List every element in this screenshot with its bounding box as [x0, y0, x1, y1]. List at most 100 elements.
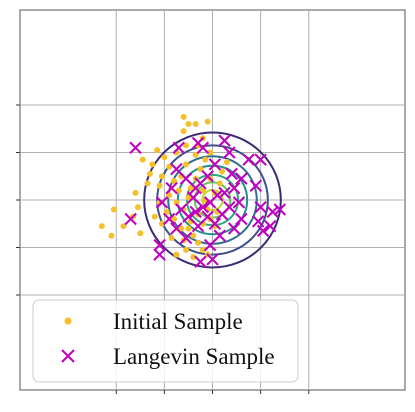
initial-sample-point-66: [173, 251, 180, 258]
langevin-sample-point-46: [266, 205, 279, 219]
initial-sample-point-45: [199, 187, 206, 194]
langevin-sample-point-13: [218, 186, 231, 200]
langevin-sample-point-17: [189, 205, 202, 219]
langevin-sample-point-10: [235, 172, 248, 185]
initial-sample-point-37: [187, 185, 194, 192]
langevin-sample-point-23: [165, 181, 178, 195]
initial-sample-point-59: [120, 223, 127, 230]
legend-initial-label: Initial Sample: [113, 309, 243, 334]
initial-sample-point-64: [183, 246, 190, 253]
langevin-sample-point-43: [252, 215, 265, 228]
langevin-sample-point-21: [194, 177, 207, 190]
initial-sample-point-68: [108, 232, 115, 239]
langevin-sample-point-41: [153, 248, 166, 261]
langevin-sample-point-51: [218, 134, 231, 147]
initial-sample-point-16: [171, 178, 177, 184]
initial-sample-point-28: [190, 232, 197, 239]
langevin-sample-point-38: [206, 253, 219, 266]
initial-sample-point-52: [216, 180, 223, 187]
initial-sample-point-56: [173, 199, 180, 206]
langevin-sample-point-15: [203, 196, 217, 209]
langevin-sample-point-1: [172, 141, 186, 154]
initial-sample-point-7: [154, 147, 161, 154]
langevin-sample-point-0: [129, 141, 142, 154]
initial-sample-point-13: [166, 163, 173, 170]
contour-ring-0: [143, 131, 282, 269]
initial-sample-point-67: [98, 223, 105, 230]
initial-sample-point-60: [137, 230, 144, 237]
initial-sample-point-15: [156, 182, 163, 189]
contour-ring-1: [156, 144, 269, 256]
langevin-sample-point-19: [175, 203, 188, 216]
langevin-sample-point-37: [203, 238, 217, 252]
initial-sample-point-54: [219, 168, 226, 175]
initial-sample-point-30: [199, 246, 206, 253]
langevin-sample-point-48: [254, 200, 267, 214]
initial-sample-point-11: [144, 180, 151, 187]
initial-sample-point-3: [192, 121, 199, 127]
legend-langevin-label: Langevin Sample: [113, 344, 275, 369]
langevin-sample-point-27: [179, 231, 193, 245]
initial-sample-point-22: [158, 220, 165, 227]
initial-sample-point-41: [207, 149, 214, 156]
langevin-sample-point-2: [170, 162, 183, 176]
initial-sample-point-40: [202, 156, 209, 163]
initial-sample-point-23: [171, 216, 177, 222]
initial-sample-point-5: [183, 142, 190, 149]
legend: Initial Sample Langevin Sample: [32, 299, 299, 383]
initial-sample-point-62: [134, 204, 141, 211]
legend-initial-marker: [64, 317, 72, 325]
langevin-sample-point-26: [170, 222, 183, 235]
langevin-sample-point-11: [227, 181, 241, 195]
langevin-sample-point-28: [191, 219, 205, 233]
initial-sample-point-9: [146, 170, 153, 177]
langevin-sample-point-39: [194, 255, 207, 268]
initial-sample-point-12: [161, 154, 168, 161]
langevin-sample-point-45: [264, 219, 277, 233]
initial-sample-point-29: [195, 239, 202, 246]
langevin-sample-point-12: [225, 167, 238, 181]
initial-sample-point-8: [149, 161, 156, 168]
langevin-sample-point-33: [232, 196, 246, 209]
langevin-sample-points: [124, 134, 287, 268]
langevin-sample-point-47: [273, 203, 287, 216]
initial-sample-point-63: [132, 189, 139, 196]
initial-sample-point-14: [158, 173, 165, 180]
initial-sample-point-2: [180, 128, 187, 135]
langevin-sample-point-22: [179, 172, 193, 185]
langevin-sample-point-8: [254, 153, 267, 166]
initial-sample-point-1: [185, 121, 192, 127]
initial-sample-point-27: [185, 225, 192, 232]
initial-sample-point-69: [110, 206, 117, 213]
legend-box: [32, 299, 299, 383]
initial-sample-point-24: [178, 225, 185, 232]
langevin-sample-point-42: [124, 212, 137, 226]
langevin-sample-point-40: [153, 238, 166, 252]
langevin-sample-point-36: [213, 229, 226, 242]
initial-sample-point-4: [204, 118, 211, 125]
initial-sample-point-21: [151, 213, 158, 220]
langevin-sample-point-44: [256, 224, 270, 238]
initial-sample-point-10: [139, 156, 146, 163]
initial-sample-point-43: [183, 161, 190, 168]
initial-sample-point-25: [168, 235, 175, 241]
initial-sample-point-36: [185, 194, 192, 201]
initial-sample-point-65: [190, 254, 197, 260]
initial-sample-point-42: [192, 151, 199, 158]
axis-ticks: [16, 104, 310, 394]
langevin-sample-point-34: [235, 212, 248, 226]
langevin-sample-point-24: [155, 196, 169, 209]
initial-sample-point-0: [180, 113, 187, 120]
langevin-sample-point-30: [208, 217, 222, 230]
langevin-sample-point-35: [227, 222, 241, 235]
langevin-sample-point-16: [196, 200, 210, 214]
langevin-sample-point-6: [223, 146, 236, 159]
langevin-sample-point-9: [249, 179, 263, 192]
initial-sample-point-39: [197, 166, 204, 173]
langevin-sample-point-32: [223, 200, 236, 214]
legend-langevin-marker: [61, 349, 75, 363]
langevin-sample-point-5: [208, 158, 222, 171]
langevin-sample-point-25: [162, 212, 176, 226]
initial-sample-point-55: [223, 159, 230, 165]
